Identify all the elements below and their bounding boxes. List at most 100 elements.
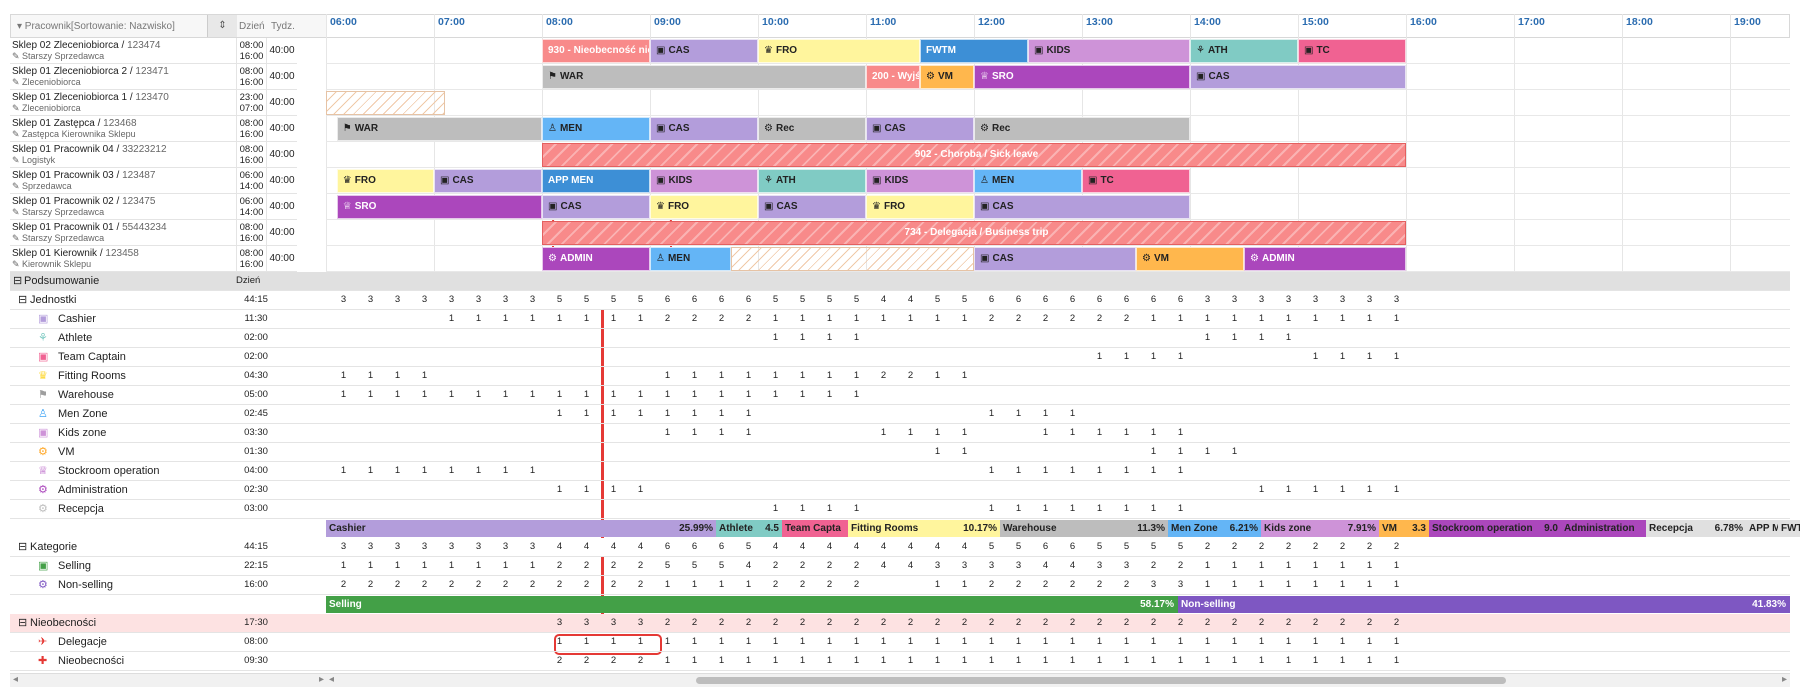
unit-share-bar[interactable]: Warehouse 11.3% <box>1000 520 1168 537</box>
shift-bar[interactable]: ▣ CAS <box>974 195 1190 219</box>
unit-share-bar[interactable]: Cashier 25.99% <box>326 520 716 537</box>
left-scrollbar[interactable]: ◂ ▸ <box>10 673 327 687</box>
employee-name[interactable]: Sklep 02 Zleceniobiorca / 123474 ✎ Starsz… <box>10 38 266 64</box>
employee-name[interactable]: Sklep 01 Zleceniobiorca 1 / 123470 ✎ Zlec… <box>10 90 266 116</box>
shift-bar[interactable]: ♛ FRO <box>336 169 434 193</box>
unit-share-bar[interactable]: Team Capta <box>782 520 848 537</box>
shift-bar[interactable]: ▣ CAS <box>866 117 974 141</box>
unit-share-bar[interactable]: APP M <box>1746 520 1778 537</box>
shift-icon: ⚙ <box>1142 253 1151 264</box>
collapse-icon[interactable]: ⊟ <box>18 294 28 306</box>
shift-bar[interactable]: ▣ CAS <box>542 195 650 219</box>
sort-toggle-icon[interactable]: ⇕ <box>207 15 237 37</box>
collapse-icon[interactable]: ⊟ <box>18 541 28 553</box>
scroll-right-icon[interactable]: ▸ <box>318 674 324 685</box>
count-cell: 1 <box>1258 636 1265 647</box>
unit-share-bar[interactable]: VM 3.3 <box>1379 520 1429 537</box>
count-cell <box>816 481 843 500</box>
shift-bar[interactable]: ⚙ ADMIN <box>1244 247 1406 271</box>
shift-bar[interactable]: APP MEN <box>542 169 650 193</box>
unit-share-bar[interactable]: FWTM <box>1778 520 1800 537</box>
shift-bar[interactable]: ♛ FRO <box>758 39 920 63</box>
total-cell: 2 <box>799 617 806 628</box>
right-scrollbar[interactable]: ◂ ▸ <box>326 673 1790 687</box>
count-cell <box>708 500 735 519</box>
total-cell: 3 <box>502 541 509 552</box>
shift-bar[interactable]: ♙ MEN <box>650 247 731 271</box>
shift-hours: 06:00 14:00 <box>236 194 266 220</box>
employee-name[interactable]: Sklep 01 Pracownik 03 / 123487 ✎ Sprzedaw… <box>10 168 266 194</box>
total-cell: 2 <box>1312 541 1319 552</box>
unit-share-bar[interactable]: Fitting Rooms 10.17% <box>848 520 1000 537</box>
employee-name[interactable]: Sklep 01 Zleceniobiorca 2 / 123471 ✎ Zlec… <box>10 64 266 90</box>
shift-bar[interactable]: ▣ CAS <box>1190 65 1406 89</box>
shift-bar[interactable] <box>731 247 974 271</box>
unit-duration: 04:00 <box>244 465 268 476</box>
lane-row <box>326 167 1790 168</box>
count-cell <box>978 367 1005 386</box>
shift-bar[interactable]: ▣ CAS <box>974 247 1136 271</box>
total-cell: 2 <box>1015 617 1022 628</box>
shift-bar[interactable]: ▣ CAS <box>758 195 866 219</box>
shift-bar[interactable]: ♕ SRO <box>974 65 1190 89</box>
shift-bar[interactable]: ⚙ Rec <box>758 117 866 141</box>
scroll-left-icon[interactable]: ◂ <box>13 674 19 685</box>
shift-bar[interactable]: ⚙ VM <box>1136 247 1244 271</box>
shift-bar[interactable]: 902 - Choroba / Sick leave <box>542 143 1406 167</box>
total-cell: 6 <box>664 294 671 305</box>
employee-name[interactable]: Sklep 01 Zastępca / 123468 ✎ Zastępca Kie… <box>10 116 266 142</box>
units-header: ⊟ Jednostki 44:15 3 3 3 3 3 3 3 3 5 5 5 5 6 6 6 6 5 5 5 5 4 4 5 5 6… <box>10 291 1790 310</box>
unit-share-bar[interactable]: Stockroom operation 9.0 <box>1429 520 1561 537</box>
employee-name[interactable]: Sklep 01 Pracownik 01 / 55443234 ✎ Starsz… <box>10 220 266 246</box>
shift-bar[interactable]: ⚑ WAR <box>542 65 866 89</box>
shift-hours: 08:00 16:00 <box>236 220 266 246</box>
shift-bar[interactable]: ⚘ ATH <box>1190 39 1298 63</box>
count-cell: 1 <box>502 465 509 476</box>
count-cell: 1 <box>1123 503 1130 514</box>
shift-bar[interactable]: ▣ CAS <box>650 117 758 141</box>
shift-bar[interactable]: FWTM <box>920 39 1028 63</box>
shift-bar[interactable]: ⚑ WAR <box>336 117 542 141</box>
category-share-bar[interactable]: Selling 58.17% <box>326 596 1178 613</box>
count-cell: 1 <box>826 370 833 381</box>
shift-bar[interactable]: ▣ KIDS <box>866 169 974 193</box>
shift-bar[interactable]: ♛ FRO <box>650 195 758 219</box>
shift-bar[interactable]: 734 - Delegacja / Business trip <box>542 221 1406 245</box>
shift-bar[interactable]: ▣ TC <box>1082 169 1190 193</box>
unit-share-bar[interactable]: Kids zone 7.91% <box>1261 520 1379 537</box>
shift-bar[interactable]: ⚘ ATH <box>758 169 866 193</box>
shift-bar[interactable]: ⚙ Rec <box>974 117 1190 141</box>
shift-bar[interactable] <box>326 91 445 115</box>
shift-bar[interactable]: 200 - Wyjś <box>866 65 920 89</box>
shift-bar[interactable]: ♛ FRO <box>866 195 974 219</box>
count-cell <box>546 424 573 443</box>
shift-bar[interactable]: ⚙ ADMIN <box>542 247 650 271</box>
shift-bar[interactable]: ♙ MEN <box>542 117 650 141</box>
shift-bar[interactable]: ▣ CAS <box>434 169 542 193</box>
sort-dropdown[interactable]: ▾ Pracownik[Sortowanie: Nazwisko] <box>17 21 175 32</box>
shift-bar[interactable]: ▣ KIDS <box>650 169 758 193</box>
employee-name[interactable]: Sklep 01 Pracownik 04 / 33223212 ✎ Logist… <box>10 142 266 168</box>
shift-bar[interactable]: ▣ TC <box>1298 39 1406 63</box>
unit-icon: ⚙ <box>38 446 48 458</box>
unit-share-bar[interactable]: Administration <box>1561 520 1646 537</box>
shift-bar[interactable]: ⚙ VM <box>920 65 974 89</box>
collapse-icon[interactable]: ⊟ <box>13 275 23 287</box>
scroll-right-icon[interactable]: ▸ <box>1781 674 1787 685</box>
count-cell <box>411 310 438 329</box>
employee-name[interactable]: Sklep 01 Kierownik / 123458 ✎ Kierownik S… <box>10 246 266 272</box>
shift-bar[interactable]: ♙ MEN <box>974 169 1082 193</box>
shift-bar[interactable]: ▣ CAS <box>650 39 758 63</box>
shift-bar[interactable]: ▣ KIDS <box>1028 39 1190 63</box>
employee-name[interactable]: Sklep 01 Pracownik 02 / 123475 ✎ Starszy … <box>10 194 266 220</box>
unit-share-bar[interactable]: Recepcja 6.78% <box>1646 520 1746 537</box>
unit-share-bar[interactable]: Men Zone 6.21% <box>1168 520 1261 537</box>
count-cell <box>1005 424 1032 443</box>
collapse-icon[interactable]: ⊟ <box>18 617 28 629</box>
unit-share-bar[interactable]: Athlete 4.5 <box>716 520 782 537</box>
scroll-thumb[interactable] <box>696 677 1506 684</box>
shift-bar[interactable]: 930 - Nieobecność nie <box>542 39 650 63</box>
shift-bar[interactable]: ♕ SRO <box>336 195 542 219</box>
scroll-left-icon[interactable]: ◂ <box>329 674 335 685</box>
category-share-bar[interactable]: Non-selling 41.83% <box>1178 596 1790 613</box>
